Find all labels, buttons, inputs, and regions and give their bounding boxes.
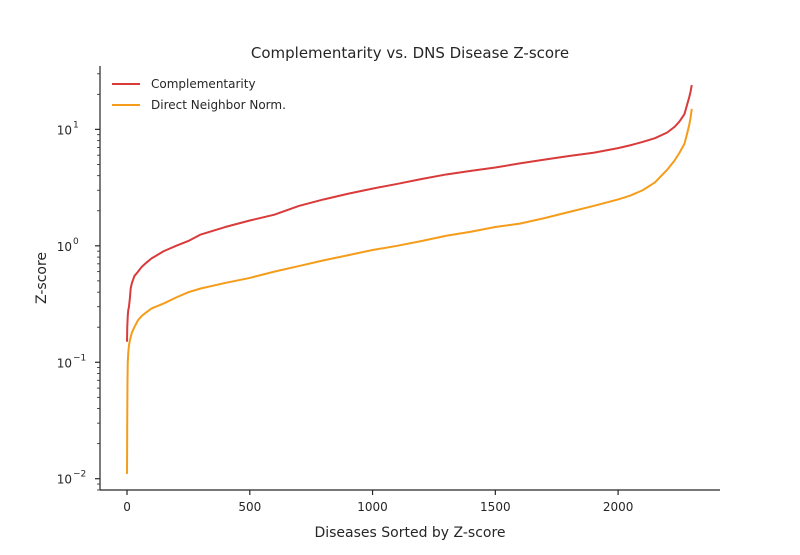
series-line-direct-neighbor-norm — [126, 108, 693, 474]
y-tick-exponent: 1 — [73, 120, 79, 130]
x-tick-label: 1000 — [357, 500, 388, 514]
x-axis-label: Diseases Sorted by Z-score — [314, 525, 505, 541]
y-tick-base: 10 — [57, 473, 72, 487]
y-tick-exponent: −1 — [73, 353, 86, 363]
y-tick-label: 10 — [57, 356, 72, 370]
legend-label: Direct Neighbor Norm. — [151, 98, 286, 112]
y-axis-label: Z-score — [34, 252, 50, 304]
legend-label: Complementarity — [151, 77, 256, 91]
y-tick-base: 10 — [57, 240, 72, 254]
x-tick-label: 0 — [123, 500, 131, 514]
x-axis-ticks: 0 500 1000 1500 2000 — [123, 490, 633, 514]
x-tick-label: 1500 — [480, 500, 511, 514]
y-tick-label: 10 — [57, 473, 72, 487]
series-line-complementarity — [126, 84, 693, 342]
x-tick-label: 500 — [238, 500, 261, 514]
y-tick-label: 10 — [57, 240, 72, 254]
y-tick-exponent: 0 — [73, 237, 79, 247]
y-tick-label: 10 — [57, 123, 72, 137]
series-layer — [126, 84, 693, 474]
y-tick-exponent: −2 — [73, 470, 86, 480]
chart-title: Complementarity vs. DNS Disease Z-score — [251, 44, 569, 62]
y-tick-base: 10 — [57, 356, 72, 370]
y-tick-base: 10 — [57, 123, 72, 137]
x-tick-label: 2000 — [603, 500, 634, 514]
legend: Complementarity Direct Neighbor Norm. — [112, 77, 286, 112]
